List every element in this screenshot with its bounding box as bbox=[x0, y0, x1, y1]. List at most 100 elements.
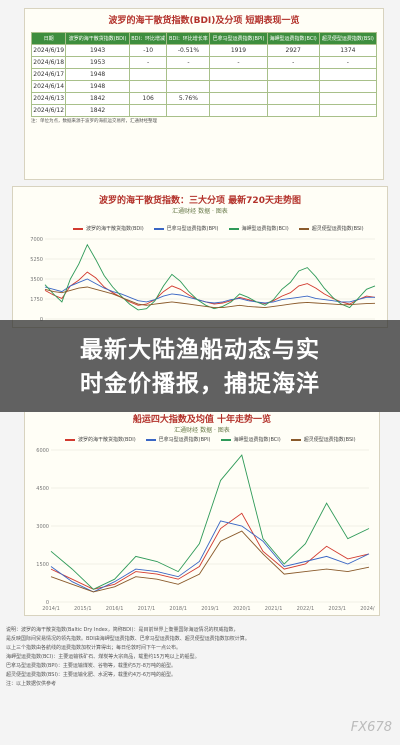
table-cell: 1948 bbox=[65, 68, 130, 81]
legend-entry: 巴拿马型运费指数(BPI) bbox=[153, 225, 219, 232]
table-cell bbox=[318, 80, 378, 93]
table-cell: 1948 bbox=[65, 80, 130, 93]
chart1-legend: 波罗的海干散货指数(BDI) 巴拿马型运费指数(BPI) 海岬型运费指数(BCI) 超… bbox=[73, 225, 364, 232]
table-cell bbox=[266, 92, 320, 105]
table-cell: 2024/6/13 bbox=[30, 92, 67, 105]
table-cell bbox=[209, 80, 268, 93]
table-cell: - bbox=[209, 56, 268, 69]
table-cell bbox=[318, 92, 378, 105]
table-cell bbox=[318, 104, 378, 117]
y-tick-label: 0 bbox=[46, 600, 49, 606]
x-tick-label: 2021/1 bbox=[265, 606, 283, 612]
table-row: 2024/6/17 1948 bbox=[30, 68, 378, 81]
y-tick-label: 1500 bbox=[36, 562, 49, 568]
table-cell: 1919 bbox=[209, 44, 268, 57]
y-tick-label: 5250 bbox=[30, 257, 43, 263]
table-header-cell: 巴拿马型运费指数(BPI) bbox=[209, 32, 268, 45]
table-cell bbox=[266, 68, 320, 81]
table-cell: 1842 bbox=[65, 92, 130, 105]
footer-line: 海岬型运费指数(BCI)：主要运输铁矿石、煤炭等大宗商品，载重约15万吨以上的船… bbox=[6, 654, 200, 660]
footer-line: 说明：波罗的海干散货指数(Baltic Dry Index，简称BDI)：是目前… bbox=[6, 627, 239, 633]
legend-label: 超灵便型运费指数(BSI) bbox=[303, 437, 356, 443]
table-cell: - bbox=[318, 56, 378, 69]
table-cell bbox=[128, 68, 168, 81]
legend-swatch bbox=[145, 438, 156, 441]
table-cell: 2024/6/18 bbox=[30, 56, 67, 69]
y-tick-label: 7000 bbox=[30, 237, 43, 243]
table-header-cell: BDI：环比增长率 bbox=[166, 32, 211, 45]
bdi-summary-card: 波罗的海干散货指数(BDI)及分项 短期表现一览 日期 波罗的海干散货指数(BDI… bbox=[24, 8, 384, 180]
table-cell: 106 bbox=[128, 92, 168, 105]
legend-label: 巴拿马型运费指数(BPI) bbox=[166, 226, 219, 232]
table-cell: 1842 bbox=[65, 104, 130, 117]
table-cell: -0.51% bbox=[166, 44, 211, 57]
legend-entry: 波罗的海干散货指数(BDI) bbox=[65, 436, 136, 443]
table-header-cell: 超灵便型运费指数(BSI) bbox=[318, 32, 378, 45]
series-line bbox=[50, 512, 370, 590]
table-cell bbox=[266, 104, 320, 117]
table-header-cell: 波罗的海干散货指数(BDI) bbox=[65, 32, 130, 45]
chart2-subtitle: 汇通财经 数据 · 图表 bbox=[174, 427, 230, 434]
table-cell bbox=[166, 80, 211, 93]
legend-swatch bbox=[73, 227, 83, 230]
x-tick-label: 2017/1 bbox=[138, 606, 156, 612]
legend-entry: 超灵便型运费指数(BSI) bbox=[298, 225, 364, 232]
series-line bbox=[44, 278, 375, 304]
legend-swatch bbox=[290, 438, 301, 441]
chart2-legend: 波罗的海干散货指数(BDI) 巴拿马型运费指数(BPI) 海岬型运费指数(BCI) 超… bbox=[65, 436, 356, 443]
x-tick-label: 2014/1 bbox=[42, 606, 60, 612]
chart1-subtitle: 汇通财经 数据 · 图表 bbox=[172, 208, 228, 215]
table-cell: 5.76% bbox=[166, 92, 211, 105]
series-line bbox=[50, 530, 370, 593]
table-cell: 1374 bbox=[318, 44, 378, 57]
legend-entry: 海岬型运费指数(BCI) bbox=[228, 225, 289, 232]
table-cell bbox=[166, 104, 211, 117]
table-row: 2024/6/14 1948 bbox=[30, 80, 378, 93]
legend-swatch bbox=[153, 227, 164, 230]
table-cell bbox=[166, 68, 211, 81]
legend-swatch bbox=[220, 438, 231, 441]
footer-line: 巴拿马型运费指数(BPI)：主要运输煤炭、谷物等，载重约5万-8万吨的船型。 bbox=[6, 663, 176, 669]
x-tick-label: 2020/1 bbox=[233, 606, 251, 612]
table-title: 波罗的海干散货指数(BDI)及分项 短期表现一览 bbox=[108, 16, 300, 26]
headline-text: 最新大陆渔船动态与实 时金价播报，捕捉海洋 bbox=[0, 333, 400, 401]
x-tick-label: 2023/1 bbox=[328, 606, 346, 612]
series-line bbox=[50, 520, 370, 593]
footer-line: 超灵便型运费指数(BSI)：主要运输化肥、水泥等，载重约4万-6万吨的船型。 bbox=[6, 672, 177, 678]
headline-line-1: 最新大陆渔船动态与实 bbox=[80, 337, 320, 363]
table-cell: - bbox=[128, 56, 168, 69]
bdi-summary-table: 日期 波罗的海干散货指数(BDI) BDI：环比增减 BDI：环比增长率 巴拿马型运费指… bbox=[30, 32, 378, 117]
table-cell: - bbox=[266, 56, 320, 69]
chart2-card: 船运四大指数及均值 十年走势一览 汇通财经 数据 · 图表 波罗的海干散货指数(… bbox=[24, 412, 380, 616]
table-cell: 2024/6/17 bbox=[30, 68, 67, 81]
legend-label: 超灵便型运费指数(BSI) bbox=[311, 226, 364, 232]
x-tick-label: 2016/1 bbox=[106, 606, 124, 612]
legend-entry: 海岬型运费指数(BCI) bbox=[220, 436, 281, 443]
table-cell: 2927 bbox=[266, 44, 320, 57]
chart1-plot: 70005250350017500 bbox=[30, 237, 376, 323]
table-row: 2024/6/18 1953- - - - - bbox=[30, 56, 378, 69]
table-cell bbox=[318, 68, 378, 81]
table-cell bbox=[266, 80, 320, 93]
table-cell bbox=[128, 80, 168, 93]
x-tick-label: 2015/1 bbox=[74, 606, 92, 612]
series-line bbox=[44, 286, 376, 309]
legend-swatch bbox=[298, 227, 309, 230]
x-tick-label: 2019/1 bbox=[201, 606, 219, 612]
footer-line: 是反映国际间贸易情况的领先指数。BDI由海岬型运费指数、巴拿马型运费指数、超灵便… bbox=[6, 636, 250, 642]
table-cell bbox=[128, 104, 168, 117]
table-cell: 2024/6/12 bbox=[30, 104, 67, 117]
x-tick-label: 2022/1 bbox=[297, 606, 315, 612]
table-header-cell: 海岬型运费指数(BCI) bbox=[266, 32, 320, 45]
table-cell: 2024/6/19 bbox=[30, 44, 67, 57]
table-cell bbox=[209, 104, 268, 117]
table-row: 2024/6/12 1842 bbox=[30, 104, 378, 117]
legend-label: 海岬型运费指数(BCI) bbox=[241, 226, 289, 232]
series-line bbox=[44, 271, 376, 306]
table-row: 2024/6/19 1943 -10 -0.51% 1919 2927 1374 bbox=[30, 44, 378, 57]
y-tick-label: 6000 bbox=[36, 448, 49, 454]
x-tick-label: 2018/1 bbox=[169, 606, 187, 612]
legend-entry: 超灵便型运费指数(BSI) bbox=[290, 436, 356, 443]
footer-line: 注：以上数据仅供参考 bbox=[6, 681, 57, 687]
